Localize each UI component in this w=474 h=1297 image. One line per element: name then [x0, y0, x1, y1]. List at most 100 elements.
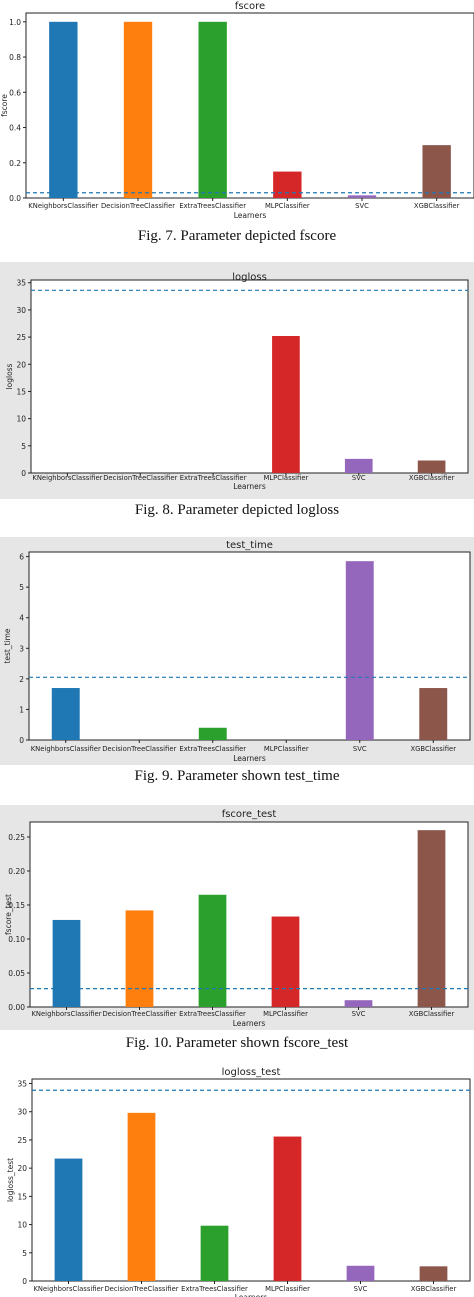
- bar: [125, 910, 154, 1007]
- y-axis-label: fscore_test: [4, 894, 13, 935]
- bar: [273, 1136, 302, 1281]
- y-tick-label: 25: [16, 333, 26, 342]
- x-tick-label: ExtraTreesClassifier: [180, 474, 247, 482]
- x-tick-label: ExtraTreesClassifier: [179, 1010, 246, 1018]
- x-tick-label: XGBClassifier: [411, 745, 457, 753]
- y-tick-label: 0.10: [8, 935, 25, 944]
- x-tick-label: ExtraTreesClassifier: [179, 202, 246, 210]
- bar: [346, 1265, 375, 1281]
- y-tick-label: 20: [16, 360, 26, 369]
- y-tick-label: 0.20: [8, 867, 25, 876]
- bar: [52, 919, 81, 1007]
- y-tick-label: 6: [19, 553, 24, 562]
- bar: [419, 688, 448, 740]
- bar: [200, 1225, 229, 1281]
- x-tick-label: SVC: [355, 202, 369, 210]
- chart-title: logloss: [232, 272, 267, 283]
- bar: [272, 335, 300, 473]
- chart-title: fscore: [235, 1, 265, 12]
- bar: [198, 727, 227, 740]
- chart-title: logloss_test: [222, 1067, 281, 1078]
- x-tick-label: XGBClassifier: [409, 1010, 455, 1018]
- plot-area: [30, 279, 469, 474]
- y-tick-label: 10: [16, 415, 26, 424]
- y-tick-label: 35: [17, 1080, 27, 1089]
- x-tick-label: DecisionTreeClassifier: [102, 745, 176, 753]
- x-tick-label: DecisionTreeClassifier: [102, 1010, 176, 1018]
- y-tick-label: 5: [21, 442, 26, 451]
- x-axis-label: Learners: [233, 1019, 266, 1028]
- chart-panel-fscore-test: fscore_test 0.00 0.05 0.10 0.15 0.20 0.25 fscor…: [0, 805, 474, 1030]
- y-tick-label: 10: [17, 1221, 27, 1230]
- plot-area: [31, 1078, 471, 1282]
- x-tick-label: SVC: [354, 1285, 368, 1293]
- chart-panel-test-time: test_time 0 1 2 3 4 5 6 test_time KNeighborsClass…: [0, 537, 474, 765]
- plot-area: [29, 821, 469, 1008]
- y-tick-label: 5: [22, 1249, 27, 1258]
- y-tick-label: 15: [17, 1192, 27, 1201]
- plot-area: [28, 551, 471, 741]
- x-tick-label: DecisionTreeClassifier: [103, 474, 177, 482]
- x-tick-label: KNeighborsClassifier: [31, 1010, 101, 1018]
- y-axis-label: logloss_test: [6, 1158, 15, 1202]
- bar: [54, 1158, 83, 1281]
- y-tick-label: 0.25: [8, 833, 25, 842]
- y-tick-label: 0.0: [9, 194, 21, 203]
- y-axis-label: logloss: [5, 363, 14, 389]
- figure-7-caption: Fig. 7. Parameter depicted fscore: [137, 228, 337, 244]
- x-tick-label: MLPClassifier: [264, 745, 309, 753]
- y-tick-label: 30: [16, 306, 26, 315]
- x-tick-label: SVC: [352, 474, 366, 482]
- logloss-test-chart: logloss_test 0 5 10 15 20 25 30 35 logloss_test KN…: [6, 1067, 471, 1297]
- x-tick-label: MLPClassifier: [263, 1010, 308, 1018]
- y-tick-label: 15: [16, 387, 26, 396]
- bar: [344, 458, 373, 473]
- bar: [198, 894, 227, 1007]
- x-tick-label: KNeighborsClassifier: [28, 202, 98, 210]
- y-tick-label: 35: [16, 279, 26, 288]
- x-tick-label: MLPClassifier: [265, 202, 310, 210]
- bar: [344, 1000, 373, 1007]
- y-axis-label: test_time: [3, 628, 12, 663]
- bar: [417, 830, 446, 1007]
- x-tick-label: ExtraTreesClassifier: [181, 1285, 248, 1293]
- x-axis-label: Learners: [234, 211, 267, 220]
- x-tick-label: MLPClassifier: [265, 1285, 310, 1293]
- chart-panel-logloss-test: logloss_test 0 5 10 15 20 25 30 35 logloss_test KN…: [0, 1067, 474, 1297]
- figure-9-caption: Fig. 9. Parameter shown test_time: [134, 768, 340, 784]
- chart-panel-fscore: fscore 0.0 0.2 0.4 0.6 0.8 1.0 fscore KNeighbors…: [0, 0, 474, 222]
- y-tick-label: 0.2: [9, 159, 21, 168]
- y-tick-label: 0.15: [8, 901, 25, 910]
- bar: [271, 916, 300, 1007]
- bar: [417, 460, 446, 473]
- y-tick-label: 0.4: [9, 124, 21, 133]
- y-tick-label: 0: [19, 736, 24, 745]
- x-axis-label: Learners: [235, 1293, 268, 1297]
- y-tick-label: 0: [21, 469, 26, 478]
- figure-10-caption: Fig. 10. Parameter shown fscore_test: [125, 1035, 349, 1051]
- y-tick-label: 1.0: [9, 18, 21, 27]
- y-tick-label: 0: [22, 1277, 27, 1286]
- y-tick-label: 30: [17, 1108, 27, 1117]
- x-tick-label: SVC: [353, 745, 367, 753]
- y-tick-label: 0.00: [8, 1003, 25, 1012]
- test-time-chart: test_time 0 1 2 3 4 5 6 test_time KNeighborsClass…: [0, 537, 474, 765]
- y-tick-label: 5: [19, 583, 24, 592]
- bar: [51, 688, 80, 740]
- x-tick-label: ExtraTreesClassifier: [179, 745, 246, 753]
- bar: [347, 195, 377, 198]
- x-tick-label: DecisionTreeClassifier: [101, 202, 175, 210]
- bar: [49, 21, 78, 198]
- y-tick-label: 25: [17, 1136, 27, 1145]
- x-axis-label: Learners: [233, 482, 266, 491]
- chart-title: fscore_test: [222, 809, 277, 820]
- x-tick-label: XGBClassifier: [414, 202, 460, 210]
- x-tick-label: XGBClassifier: [409, 474, 455, 482]
- x-tick-label: KNeighborsClassifier: [32, 474, 102, 482]
- x-tick-label: XGBClassifier: [411, 1285, 457, 1293]
- bar: [345, 561, 374, 740]
- x-tick-label: KNeighborsClassifier: [33, 1285, 103, 1293]
- logloss-chart: logloss 0 5 10 15 20 25 30 35 logloss KNeighborsCl…: [0, 262, 474, 499]
- chart-panel-logloss: logloss 0 5 10 15 20 25 30 35 logloss KNeighborsCl…: [0, 262, 474, 499]
- plot-area: [25, 12, 474, 199]
